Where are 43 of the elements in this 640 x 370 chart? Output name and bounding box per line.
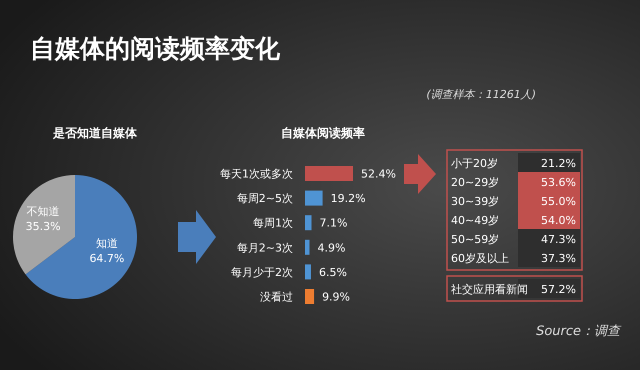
data-label: 37.3%: [541, 252, 576, 265]
data-label: 9.9%: [322, 290, 350, 304]
y-tick-label: 每周2~5次: [236, 192, 293, 206]
category-label: 40~49岁: [451, 214, 500, 227]
data-label: 54.0%: [541, 214, 576, 227]
data-label: 57.2%: [541, 283, 576, 296]
category-label: 小于20岁: [451, 157, 498, 170]
bar: [305, 190, 323, 206]
bar: [305, 215, 312, 230]
data-label: 64.7%: [89, 252, 124, 265]
slice-label: 知道: [96, 236, 118, 250]
y-tick-label: 每天1次或多次: [220, 168, 293, 180]
source-note: Source：调查: [536, 324, 622, 339]
data-label: 55.0%: [541, 195, 576, 208]
bar: [305, 166, 353, 181]
bar: [305, 264, 311, 280]
data-label: 53.6%: [541, 176, 576, 189]
y-tick-label: 每周1次: [253, 216, 293, 230]
y-tick-label: 没看过: [260, 290, 293, 304]
data-label: 21.2%: [541, 157, 576, 170]
category-label: 60岁及以上: [451, 252, 509, 265]
data-label: 35.3%: [26, 220, 61, 234]
category-label: 20~29岁: [451, 176, 500, 189]
category-label: 社交应用看新闻: [451, 283, 528, 296]
bar: [305, 289, 314, 304]
pie-slice: [26, 175, 137, 299]
pie-slice: [13, 175, 75, 274]
data-label: 6.5%: [318, 266, 347, 279]
y-tick-label: 每月少于2次: [231, 266, 293, 279]
text: (调查样本：11261人): [426, 88, 536, 101]
data-label: 4.9%: [317, 241, 346, 254]
data-label: 7.1%: [320, 216, 348, 230]
text: 自媒体的阅读频率变化: [30, 34, 281, 63]
data-label: 52.4%: [361, 168, 396, 180]
data-label: 19.2%: [330, 192, 366, 206]
category-label: 30~39岁: [451, 195, 500, 208]
slice-label: 不知道: [26, 205, 60, 218]
chart-title: 是否知道自媒体: [52, 126, 138, 140]
y-tick-label: 每月2~3次: [236, 241, 293, 254]
bar: [305, 240, 310, 255]
chart-title: 自媒体阅读频率: [281, 126, 365, 140]
category-label: 50~59岁: [451, 233, 500, 246]
data-label: 47.3%: [541, 233, 576, 246]
